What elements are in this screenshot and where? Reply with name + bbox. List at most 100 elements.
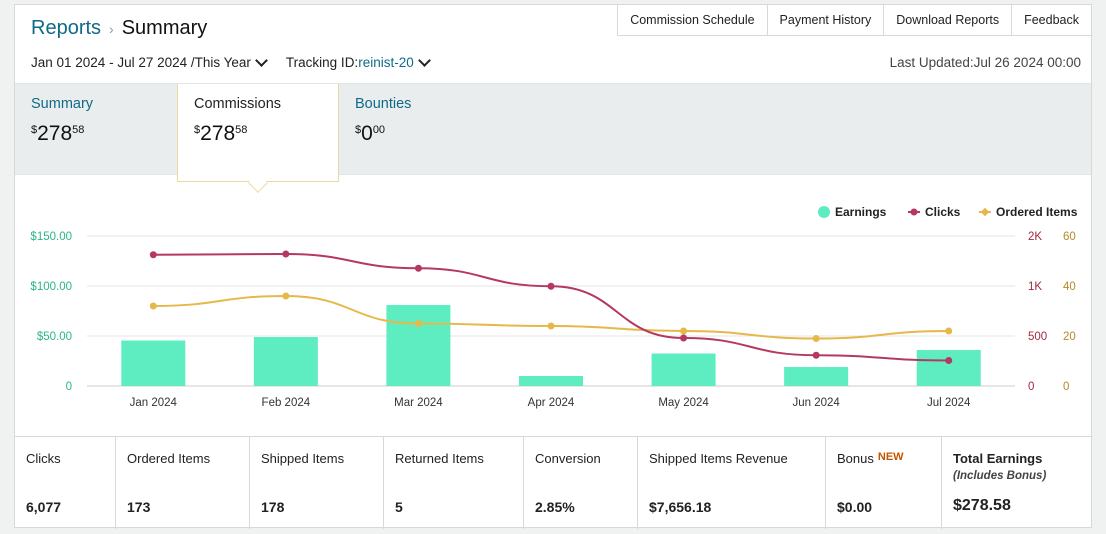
amount-cents: 00 <box>372 124 386 136</box>
clicks-point <box>547 282 555 290</box>
legend-earnings-swatch <box>818 206 830 218</box>
earnings-bar <box>253 337 318 386</box>
ordered-items-point <box>812 335 820 342</box>
x-axis-tick-label: Feb 2024 <box>262 397 311 409</box>
clicks-point <box>149 251 157 259</box>
stats-bar: Clicks 6,077 Ordered Items 173 Shipped I… <box>15 436 1091 529</box>
tab-commissions-amount: $278 58 <box>194 122 322 146</box>
tab-commissions-label: Commissions <box>194 96 282 112</box>
breadcrumb-separator-icon: › <box>109 21 114 37</box>
clicks-point <box>680 334 688 342</box>
legend-clicks-marker <box>910 208 918 216</box>
ordered-items-point <box>945 327 953 335</box>
earnings-bar <box>916 350 981 386</box>
download-reports-button[interactable]: Download Reports <box>884 4 1013 36</box>
stat-shipped-revenue: Shipped Items Revenue $7,656.18 <box>638 437 826 529</box>
stat-label: Shipped Items <box>261 451 345 466</box>
earnings-tabs: Summary $278 58 Commissions $278 58 Bounti… <box>15 83 1091 182</box>
items-axis-tick-label: 20 <box>1063 331 1076 343</box>
earnings-bar <box>121 340 186 386</box>
left-axis-tick-label: $150.00 <box>30 231 72 243</box>
amount-cents: 58 <box>235 124 248 136</box>
stat-value: 178 <box>261 499 285 515</box>
stat-sublabel: (Includes Bonus) <box>953 470 1047 482</box>
earnings-bar <box>784 367 849 386</box>
stat-value: $0.00 <box>837 499 873 515</box>
clicks-axis-tick-label: 0 <box>1028 381 1034 393</box>
top-links: Commission Schedule Payment History Down… <box>617 4 1092 36</box>
stat-label: Shipped Items Revenue <box>649 451 788 466</box>
stat-value: $278.58 <box>953 497 1011 514</box>
currency-symbol: $ <box>355 124 362 136</box>
breadcrumb-reports-link[interactable]: Reports <box>31 17 102 39</box>
left-axis-tick-label: $50.00 <box>37 331 72 343</box>
x-axis-tick-label: Jan 2024 <box>130 397 178 409</box>
stat-returned-items: Returned Items 5 <box>384 437 524 529</box>
earnings-bar <box>519 376 583 386</box>
x-axis-tick-label: May 2024 <box>658 397 709 409</box>
x-axis-tick-label: Jun 2024 <box>792 397 840 409</box>
breadcrumb: Reports › Summary <box>31 17 207 40</box>
tab-summary-amount: $278 58 <box>31 122 161 146</box>
left-axis-tick-label: $100.00 <box>30 281 72 293</box>
tab-bounties-amount: $0 00 <box>355 122 485 146</box>
items-axis-tick-label: 60 <box>1063 231 1076 243</box>
last-updated: Last Updated:Jul 26 2024 00:00 <box>889 55 1081 70</box>
clicks-point <box>414 264 422 272</box>
ordered-items-line <box>153 294 949 340</box>
clicks-point <box>812 351 820 359</box>
chevron-down-icon <box>417 54 431 67</box>
earnings-bar <box>386 305 451 386</box>
stat-label: Returned Items <box>395 451 484 466</box>
clicks-point <box>282 250 290 258</box>
page-title: Summary <box>121 17 208 39</box>
legend-label: Clicks <box>925 205 961 219</box>
amount-dollars: 278 <box>200 122 236 145</box>
stat-bonus: Bonus NEW $0.00 <box>826 437 942 529</box>
stat-label: Bonus NEW <box>837 451 931 466</box>
clicks-axis-tick-label: 2K <box>1028 231 1042 243</box>
tracking-id-dropdown[interactable]: Tracking ID: reinist-20 <box>285 54 431 70</box>
stat-shipped-items: Shipped Items 178 <box>250 437 384 529</box>
stat-clicks: Clicks 6,077 <box>15 437 116 529</box>
payment-history-button[interactable]: Payment History <box>767 4 885 36</box>
amount-dollars: 0 <box>361 122 373 145</box>
legend-ordered-items-marker <box>980 207 990 217</box>
amount-cents: 58 <box>72 124 85 136</box>
ordered-items-point <box>282 292 290 300</box>
stat-label: Clicks <box>26 451 61 466</box>
stat-label: Conversion <box>535 451 601 466</box>
chevron-down-icon <box>255 54 268 67</box>
stat-value: 6,077 <box>26 499 62 515</box>
x-axis-tick-label: Jul 2024 <box>927 397 971 409</box>
filter-row: Jan 01 2024 - Jul 27 2024 /This Year Tra… <box>31 54 431 70</box>
bonus-label: Bonus <box>837 451 874 466</box>
date-range-dropdown[interactable]: Jan 01 2024 - Jul 27 2024 /This Year <box>31 54 268 70</box>
earnings-chart: 0 0 0 $50.00 500 20 $100.00 1K 40 $150.00 2K 60 Jan … <box>30 205 1078 409</box>
legend-label: Ordered Items <box>996 205 1078 219</box>
clicks-axis-tick-label: 500 <box>1028 331 1047 343</box>
tab-summary-label: Summary <box>31 96 94 112</box>
ordered-items-point <box>680 327 688 335</box>
ordered-items-point <box>414 320 422 327</box>
reports-panel: Reports › Summary Commission Schedule Pa… <box>14 4 1092 529</box>
currency-symbol: $ <box>194 124 201 136</box>
commission-schedule-button[interactable]: Commission Schedule <box>617 4 768 36</box>
currency-symbol: $ <box>31 124 38 136</box>
stat-total-earnings: Total Earnings (Includes Bonus) $278.58 <box>942 437 1091 529</box>
new-badge: NEW <box>877 451 904 463</box>
ordered-items-point <box>547 322 555 330</box>
ordered-items-point <box>149 302 157 310</box>
x-axis-tick-label: Apr 2024 <box>528 397 575 409</box>
feedback-button[interactable]: Feedback <box>1012 4 1092 36</box>
date-range-label: Jan 01 2024 - Jul 27 2024 /This Year <box>31 55 251 70</box>
tab-bounties[interactable]: Bounties $0 00 <box>339 84 501 176</box>
items-axis-tick-label: 40 <box>1063 281 1076 293</box>
tab-bounties-label: Bounties <box>355 96 412 112</box>
tracking-id-label: Tracking ID: <box>285 55 359 70</box>
stat-conversion: Conversion 2.85% <box>524 437 638 529</box>
tab-commissions[interactable]: Commissions $278 58 <box>177 84 339 182</box>
tab-summary[interactable]: Summary $278 58 <box>15 84 177 176</box>
clicks-axis-tick-label: 1K <box>1028 281 1042 293</box>
items-axis-tick-label: 0 <box>1063 381 1069 393</box>
